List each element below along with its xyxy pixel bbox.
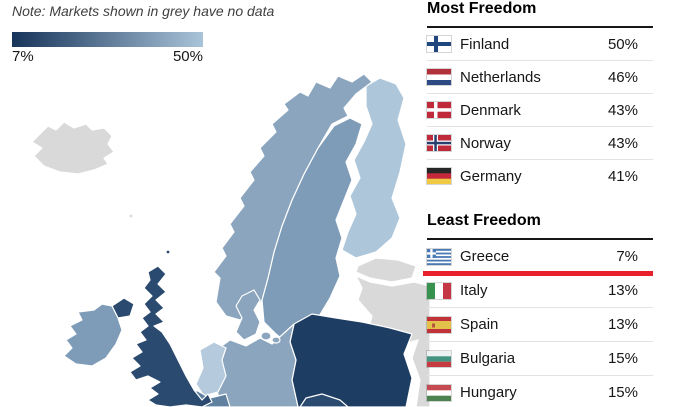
map-country-uk <box>129 265 213 407</box>
europe-choropleth-map <box>31 73 430 407</box>
value-label: 50% <box>607 35 638 53</box>
list-item-netherlands: Netherlands 46% <box>427 61 653 94</box>
bulgaria-flag-icon <box>427 350 451 367</box>
value-label: 41% <box>607 167 638 185</box>
legend-min-label: 7% <box>12 48 34 65</box>
map-country-netherlands <box>195 341 227 397</box>
most-freedom-title: Most Freedom <box>427 0 537 17</box>
greece-flag-icon <box>427 248 451 265</box>
value-label: 46% <box>607 68 638 86</box>
value-label: 43% <box>607 101 638 119</box>
map-faroe-islands <box>128 213 134 219</box>
map-country-czechia <box>299 393 349 407</box>
country-label: Italy <box>460 282 488 299</box>
country-label: Norway <box>460 134 511 152</box>
map-country-denmark <box>235 289 261 341</box>
country-label: Germany <box>460 167 522 185</box>
greece-highlight-underline <box>423 271 653 276</box>
color-scale-labels: 7% 50% <box>12 48 203 65</box>
map-country-ireland <box>63 303 123 367</box>
value-label: 43% <box>607 134 638 152</box>
list-item-spain: Spain 13% <box>427 308 653 342</box>
value-label: 13% <box>607 316 638 333</box>
value-label: 13% <box>607 282 638 299</box>
denmark-flag-icon <box>427 102 451 118</box>
value-label: 7% <box>616 248 638 265</box>
country-label: Denmark <box>460 101 521 119</box>
italy-flag-icon <box>427 282 451 299</box>
map-country-estonia <box>355 257 417 283</box>
map-denmark-island <box>260 331 272 341</box>
list-item-hungary: Hungary 15% <box>427 376 653 407</box>
map-shetland-islands <box>165 249 171 255</box>
map-country-iceland <box>31 121 115 175</box>
most-freedom-rule <box>427 26 653 28</box>
list-item-germany: Germany 41% <box>427 160 653 192</box>
least-freedom-list: Greece 7% Italy 13% Spain 13% Bulgaria <box>423 240 653 407</box>
most-freedom-list: Finland 50% Netherlands 46% Denmark 43% … <box>427 28 653 192</box>
color-scale-gradient <box>12 32 203 47</box>
list-item-italy: Italy 13% <box>427 274 653 308</box>
country-label: Bulgaria <box>460 350 516 367</box>
least-freedom-title: Least Freedom <box>427 212 541 229</box>
list-item-bulgaria: Bulgaria 15% <box>427 342 653 376</box>
map-denmark-island <box>271 336 281 344</box>
no-data-note: Note: Markets shown in grey have no data <box>12 3 275 19</box>
value-label: 15% <box>607 350 638 367</box>
map-country-finland <box>341 77 407 259</box>
least-freedom-rule <box>427 238 653 240</box>
country-label: Spain <box>460 316 499 333</box>
hungary-flag-icon <box>427 384 451 401</box>
ranking-panel: Most Freedom Finland 50% Netherlands 46%… <box>423 0 653 407</box>
germany-flag-icon <box>427 168 451 184</box>
list-item-greece: Greece 7% <box>423 240 653 276</box>
list-item-finland: Finland 50% <box>427 28 653 61</box>
country-label: Hungary <box>460 384 517 401</box>
netherlands-flag-icon <box>427 69 451 85</box>
spain-flag-icon <box>427 316 451 333</box>
map-country-norway <box>213 73 373 321</box>
finland-flag-icon <box>427 36 451 52</box>
country-label: Greece <box>460 248 510 265</box>
list-item-norway: Norway 43% <box>427 127 653 160</box>
country-label: Finland <box>460 35 510 53</box>
value-label: 15% <box>607 384 638 401</box>
country-label: Netherlands <box>460 68 541 86</box>
legend-max-label: 50% <box>172 48 203 65</box>
least-freedom-block: Least Freedom Greece 7% Italy 13% Spain <box>423 212 653 407</box>
list-item-denmark: Denmark 43% <box>427 94 653 127</box>
norway-flag-icon <box>427 135 451 151</box>
